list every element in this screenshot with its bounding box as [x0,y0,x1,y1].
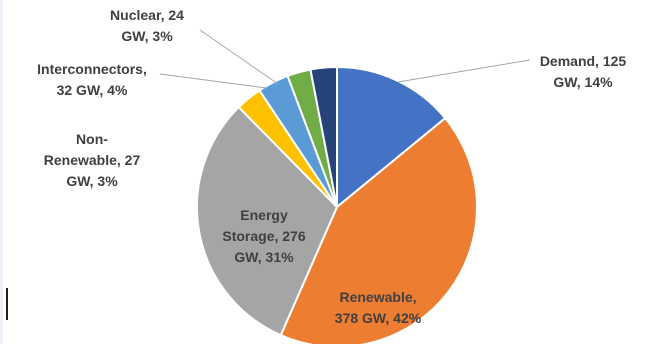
data-label-line: Energy [240,207,288,223]
pie-slices [196,65,478,348]
data-labels: Demand, 125 GW, 14% Renewable, 378 GW, 42% E… [37,7,626,326]
data-label-5: Interconnectors, 32 GW, 4% [37,61,147,98]
data-label-line: 32 GW, 4% [57,82,128,98]
data-label-line: Nuclear, 24 [110,7,184,23]
pie-slice-energy-storage [196,105,339,337]
data-label-1: Demand, 125 GW, 14% [540,53,627,90]
data-label-line: 378 GW, 42% [335,310,422,326]
data-label-line: Demand, 125 [540,53,627,69]
pie-slice-slice-7 [309,65,338,208]
data-label-line: GW, 3% [121,28,173,44]
data-label-2: Renewable, 378 GW, 42% [335,289,422,326]
text-cursor-mark [6,288,8,320]
data-label-3: Energy Storage, 276 GW, 31% [222,207,305,265]
data-label-4: Non- Renewable, 27 GW, 3% [44,131,141,189]
pie-slice-demand [336,65,447,210]
data-label-line: Renewable, 27 [44,152,141,168]
leader-lines [159,29,531,89]
leader-line-2 [199,29,279,85]
data-label-line: Non- [76,131,108,147]
data-label-line: GW, 3% [66,173,118,189]
data-label-line: Interconnectors, [37,61,147,77]
data-label-line: GW, 31% [234,249,294,265]
data-label-line: Renewable, [339,289,416,305]
data-label-6: Nuclear, 24 GW, 3% [110,7,184,44]
leader-line-1 [397,59,531,83]
left-edge-strip [0,0,3,344]
data-label-line: GW, 14% [553,74,613,90]
data-label-line: Storage, 276 [222,228,305,244]
leader-line-3 [159,73,267,89]
